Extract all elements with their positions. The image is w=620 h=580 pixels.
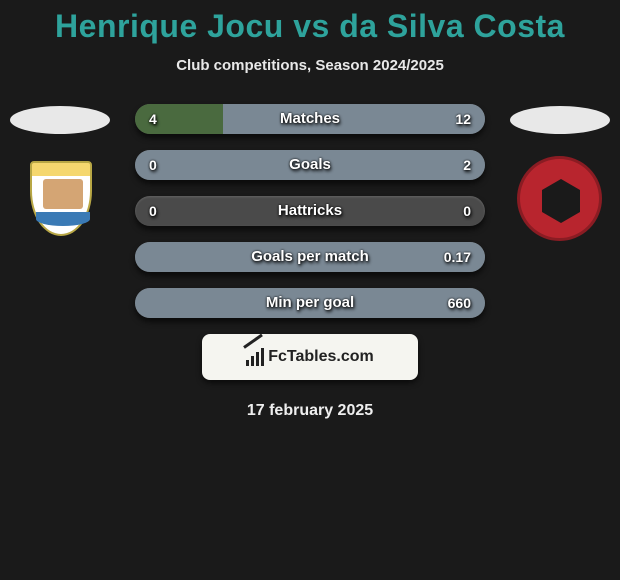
stat-label: Matches [135,104,485,134]
stat-value-right: 0 [463,196,471,226]
comparison-area: 4Matches120Goals20Hattricks0Goals per ma… [0,104,620,318]
chart-icon [246,348,264,366]
comparison-subtitle: Club competitions, Season 2024/2025 [0,57,620,74]
footer-brand-text: FcTables.com [268,348,374,366]
player-left-flag [10,106,110,134]
player-right-crest [517,156,602,241]
footer-brand-box: FcTables.com [202,334,418,380]
comparison-title: Henrique Jocu vs da Silva Costa [0,8,620,45]
stat-label: Hattricks [135,196,485,226]
stat-value-right: 12 [455,104,471,134]
player-left-crest [18,156,103,241]
stats-container: 4Matches120Goals20Hattricks0Goals per ma… [135,104,485,318]
stat-label: Min per goal [135,288,485,318]
comparison-date: 17 february 2025 [0,402,620,420]
stat-label: Goals per match [135,242,485,272]
stat-row: 0Goals2 [135,150,485,180]
stat-value-right: 660 [448,288,471,318]
stat-label: Goals [135,150,485,180]
stat-value-right: 0.17 [444,242,471,272]
stat-row: Min per goal660 [135,288,485,318]
stat-row: 4Matches12 [135,104,485,134]
stat-value-right: 2 [463,150,471,180]
player-right-flag [510,106,610,134]
stat-row: 0Hattricks0 [135,196,485,226]
stat-row: Goals per match0.17 [135,242,485,272]
